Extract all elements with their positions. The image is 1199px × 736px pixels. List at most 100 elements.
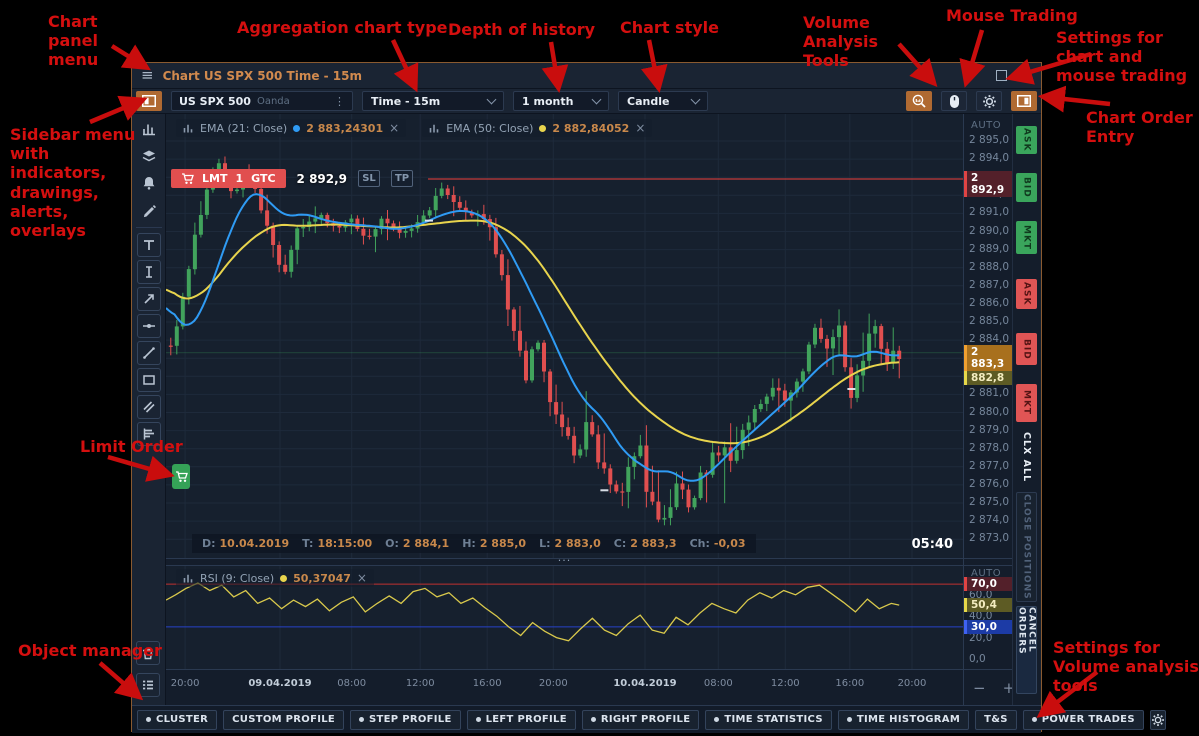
ohlc-label: T: <box>302 537 314 550</box>
volume-tool-time-histogram[interactable]: TIME HISTOGRAM <box>837 709 970 730</box>
aggregation-dropdown[interactable]: Time - 15m <box>362 91 504 111</box>
volume-tool-label: T&S <box>984 714 1008 725</box>
buy-ask-button[interactable]: ASK <box>1016 126 1037 154</box>
parallel-channel-tool-icon[interactable] <box>136 395 161 419</box>
price-axis-column[interactable]: AUTO 2 895,02 894,02 893,02 892,02 891,0… <box>963 114 1015 705</box>
time-tick: 08:00 <box>337 678 367 689</box>
trash-icon[interactable] <box>136 641 160 665</box>
price-axis-main[interactable]: AUTO 2 895,02 894,02 893,02 892,02 891,0… <box>964 114 1012 558</box>
symbol-selector[interactable]: US SPX 500 Oanda ⋮ <box>171 91 353 111</box>
rsi-chart[interactable] <box>166 566 963 669</box>
panel-left-icon <box>142 95 156 107</box>
text-tool-icon[interactable] <box>136 233 161 257</box>
vertical-line-tool-icon[interactable] <box>136 260 161 284</box>
chevron-down-icon <box>690 94 701 105</box>
title-bar[interactable]: ≡ Chart US SPX 500 Time - 15m × <box>132 63 1041 89</box>
remove-indicator-icon[interactable]: × <box>389 121 400 135</box>
volume-tool-label: LEFT PROFILE <box>485 714 567 725</box>
ema21-chip[interactable]: EMA (21: Close) 2 883,24301 × <box>176 119 407 137</box>
trend-line-tool-icon[interactable] <box>136 341 161 365</box>
indicators-icon[interactable] <box>137 117 161 141</box>
ohlc-info-bar: D: 10.04.2019 T: 18:15:00 O: 2 884,1 H: 2 88… <box>192 534 756 553</box>
close-icon[interactable]: × <box>1019 66 1032 84</box>
volume-tool-tns[interactable]: T&S <box>975 709 1017 730</box>
annotation-limit-order: Limit Order <box>80 437 183 456</box>
buy-mkt-button[interactable]: MKT <box>1016 221 1037 254</box>
volume-tool-step-profile[interactable]: STEP PROFILE <box>350 709 461 730</box>
dot-icon <box>475 717 481 722</box>
annotation-mouse-trading: Mouse Trading <box>946 6 1078 25</box>
dot-icon <box>590 717 596 722</box>
indicator-icon <box>429 124 439 132</box>
price-tick: 2 890,0 <box>969 224 1010 237</box>
ema50-chip[interactable]: EMA (50: Close) 2 882,84052 × <box>422 119 653 137</box>
ohlc-value: 2 885,0 <box>479 537 527 550</box>
volume-tool-time-statistics[interactable]: TIME STATISTICS <box>705 709 832 730</box>
order-type: LMT <box>202 172 228 185</box>
price-tick: 2 879,0 <box>969 423 1010 436</box>
cart-icon <box>175 471 188 482</box>
volume-tool-cluster[interactable]: CLUSTER <box>137 709 218 730</box>
overlays-layers-icon[interactable] <box>137 144 161 168</box>
ohlc-value: 18:15:00 <box>317 537 373 550</box>
ohlc-value: 2 883,3 <box>630 537 677 550</box>
grid-lines <box>166 114 963 558</box>
arrow-tool-icon[interactable] <box>136 287 161 311</box>
zoom-controls: − + <box>964 669 1015 705</box>
rectangle-tool-icon[interactable] <box>136 368 161 392</box>
chart-order-entry-button[interactable] <box>1011 91 1037 111</box>
remove-indicator-icon[interactable]: × <box>635 121 646 135</box>
chart-style-dropdown[interactable]: Candle <box>618 91 708 111</box>
volume-tool-right-profile[interactable]: RIGHT PROFILE <box>581 709 700 730</box>
volume-tool-custom-profile[interactable]: CUSTOM PROFILE <box>223 709 345 730</box>
maximize-icon[interactable] <box>996 70 1008 81</box>
volume-tool-left-profile[interactable]: LEFT PROFILE <box>466 709 576 730</box>
take-profit-button[interactable]: TP <box>391 170 414 187</box>
mouse-trading-button[interactable] <box>941 91 967 111</box>
rsi-tick: 0,0 <box>969 653 986 665</box>
limit-order-button[interactable] <box>172 464 190 489</box>
chart-area[interactable]: EMA (21: Close) 2 883,24301 × EMA (50: C… <box>166 114 963 705</box>
stop-loss-button[interactable]: SL <box>358 170 381 187</box>
time-tick: 09.04.2019 <box>248 678 312 689</box>
drawings-pencil-icon[interactable] <box>137 198 161 222</box>
cancel-orders-button[interactable]: CANCEL ORDERS <box>1016 606 1037 694</box>
price-tick: 2 881,0 <box>969 387 1010 400</box>
remove-indicator-icon[interactable]: × <box>356 571 367 585</box>
rsi-chip[interactable]: RSI (9: Close) 50,37047 × <box>176 569 374 587</box>
hamburger-menu-icon[interactable]: ≡ <box>141 66 154 84</box>
rsi-panel[interactable]: RSI (9: Close) 50,37047 × <box>166 566 963 669</box>
main-chart-panel[interactable]: EMA (21: Close) 2 883,24301 × EMA (50: C… <box>166 114 963 558</box>
object-manager-icon[interactable] <box>136 673 160 697</box>
time-axis[interactable]: 20:00 09.04.2019 08:00 12:00 16:00 20:00 10.04… <box>166 669 963 705</box>
rsi-axis[interactable]: AUTO 60,0 40,0 20,0 0,0 70,0 50,4 30,0 <box>964 566 1012 669</box>
indicator-labels-row: EMA (21: Close) 2 883,24301 × EMA (50: C… <box>176 119 653 137</box>
close-positions-button[interactable]: CLOSE POSITIONS <box>1016 492 1037 602</box>
ohlc-label: L: <box>539 537 551 550</box>
candlestick-chart[interactable] <box>166 114 963 558</box>
more-options-icon[interactable]: ⋮ <box>334 94 345 108</box>
alerts-bell-icon[interactable] <box>137 171 161 195</box>
annotation-volume-analysis: Volume Analysis Tools <box>803 13 879 71</box>
ohlc-value: 2 883,0 <box>554 537 601 550</box>
volume-tool-label: STEP PROFILE <box>369 714 452 725</box>
clx-all-button[interactable]: CLX ALL <box>1021 431 1032 483</box>
panel-splitter[interactable]: ··· <box>166 555 963 566</box>
horizontal-line-tool-icon[interactable] <box>136 314 161 338</box>
ema50-line <box>166 219 900 445</box>
chart-settings-button[interactable] <box>976 91 1002 111</box>
sell-mkt-button[interactable]: MKT <box>1016 384 1037 422</box>
buy-bid-button[interactable]: BID <box>1016 173 1037 202</box>
zoom-out-button[interactable]: − <box>973 678 986 697</box>
volume-analysis-tools-button[interactable] <box>906 91 932 111</box>
sell-ask-button[interactable]: ASK <box>1016 279 1037 309</box>
history-depth-dropdown[interactable]: 1 month <box>513 91 609 111</box>
volume-analysis-toolbar: CLUSTER CUSTOM PROFILE STEP PROFILE LEFT… <box>132 705 1166 733</box>
volume-profile-tool-icon[interactable] <box>136 422 161 446</box>
sidebar-toggle-button[interactable] <box>136 91 162 111</box>
limit-order-row[interactable]: LMT 1 GTC 2 892,9 SL TP <box>171 169 414 188</box>
limit-order-pill[interactable]: LMT 1 GTC <box>171 169 286 188</box>
sell-bid-button[interactable]: BID <box>1016 333 1037 365</box>
volume-tool-power-trades[interactable]: POWER TRADES <box>1022 709 1144 730</box>
volume-tools-settings-button[interactable] <box>1149 709 1166 730</box>
